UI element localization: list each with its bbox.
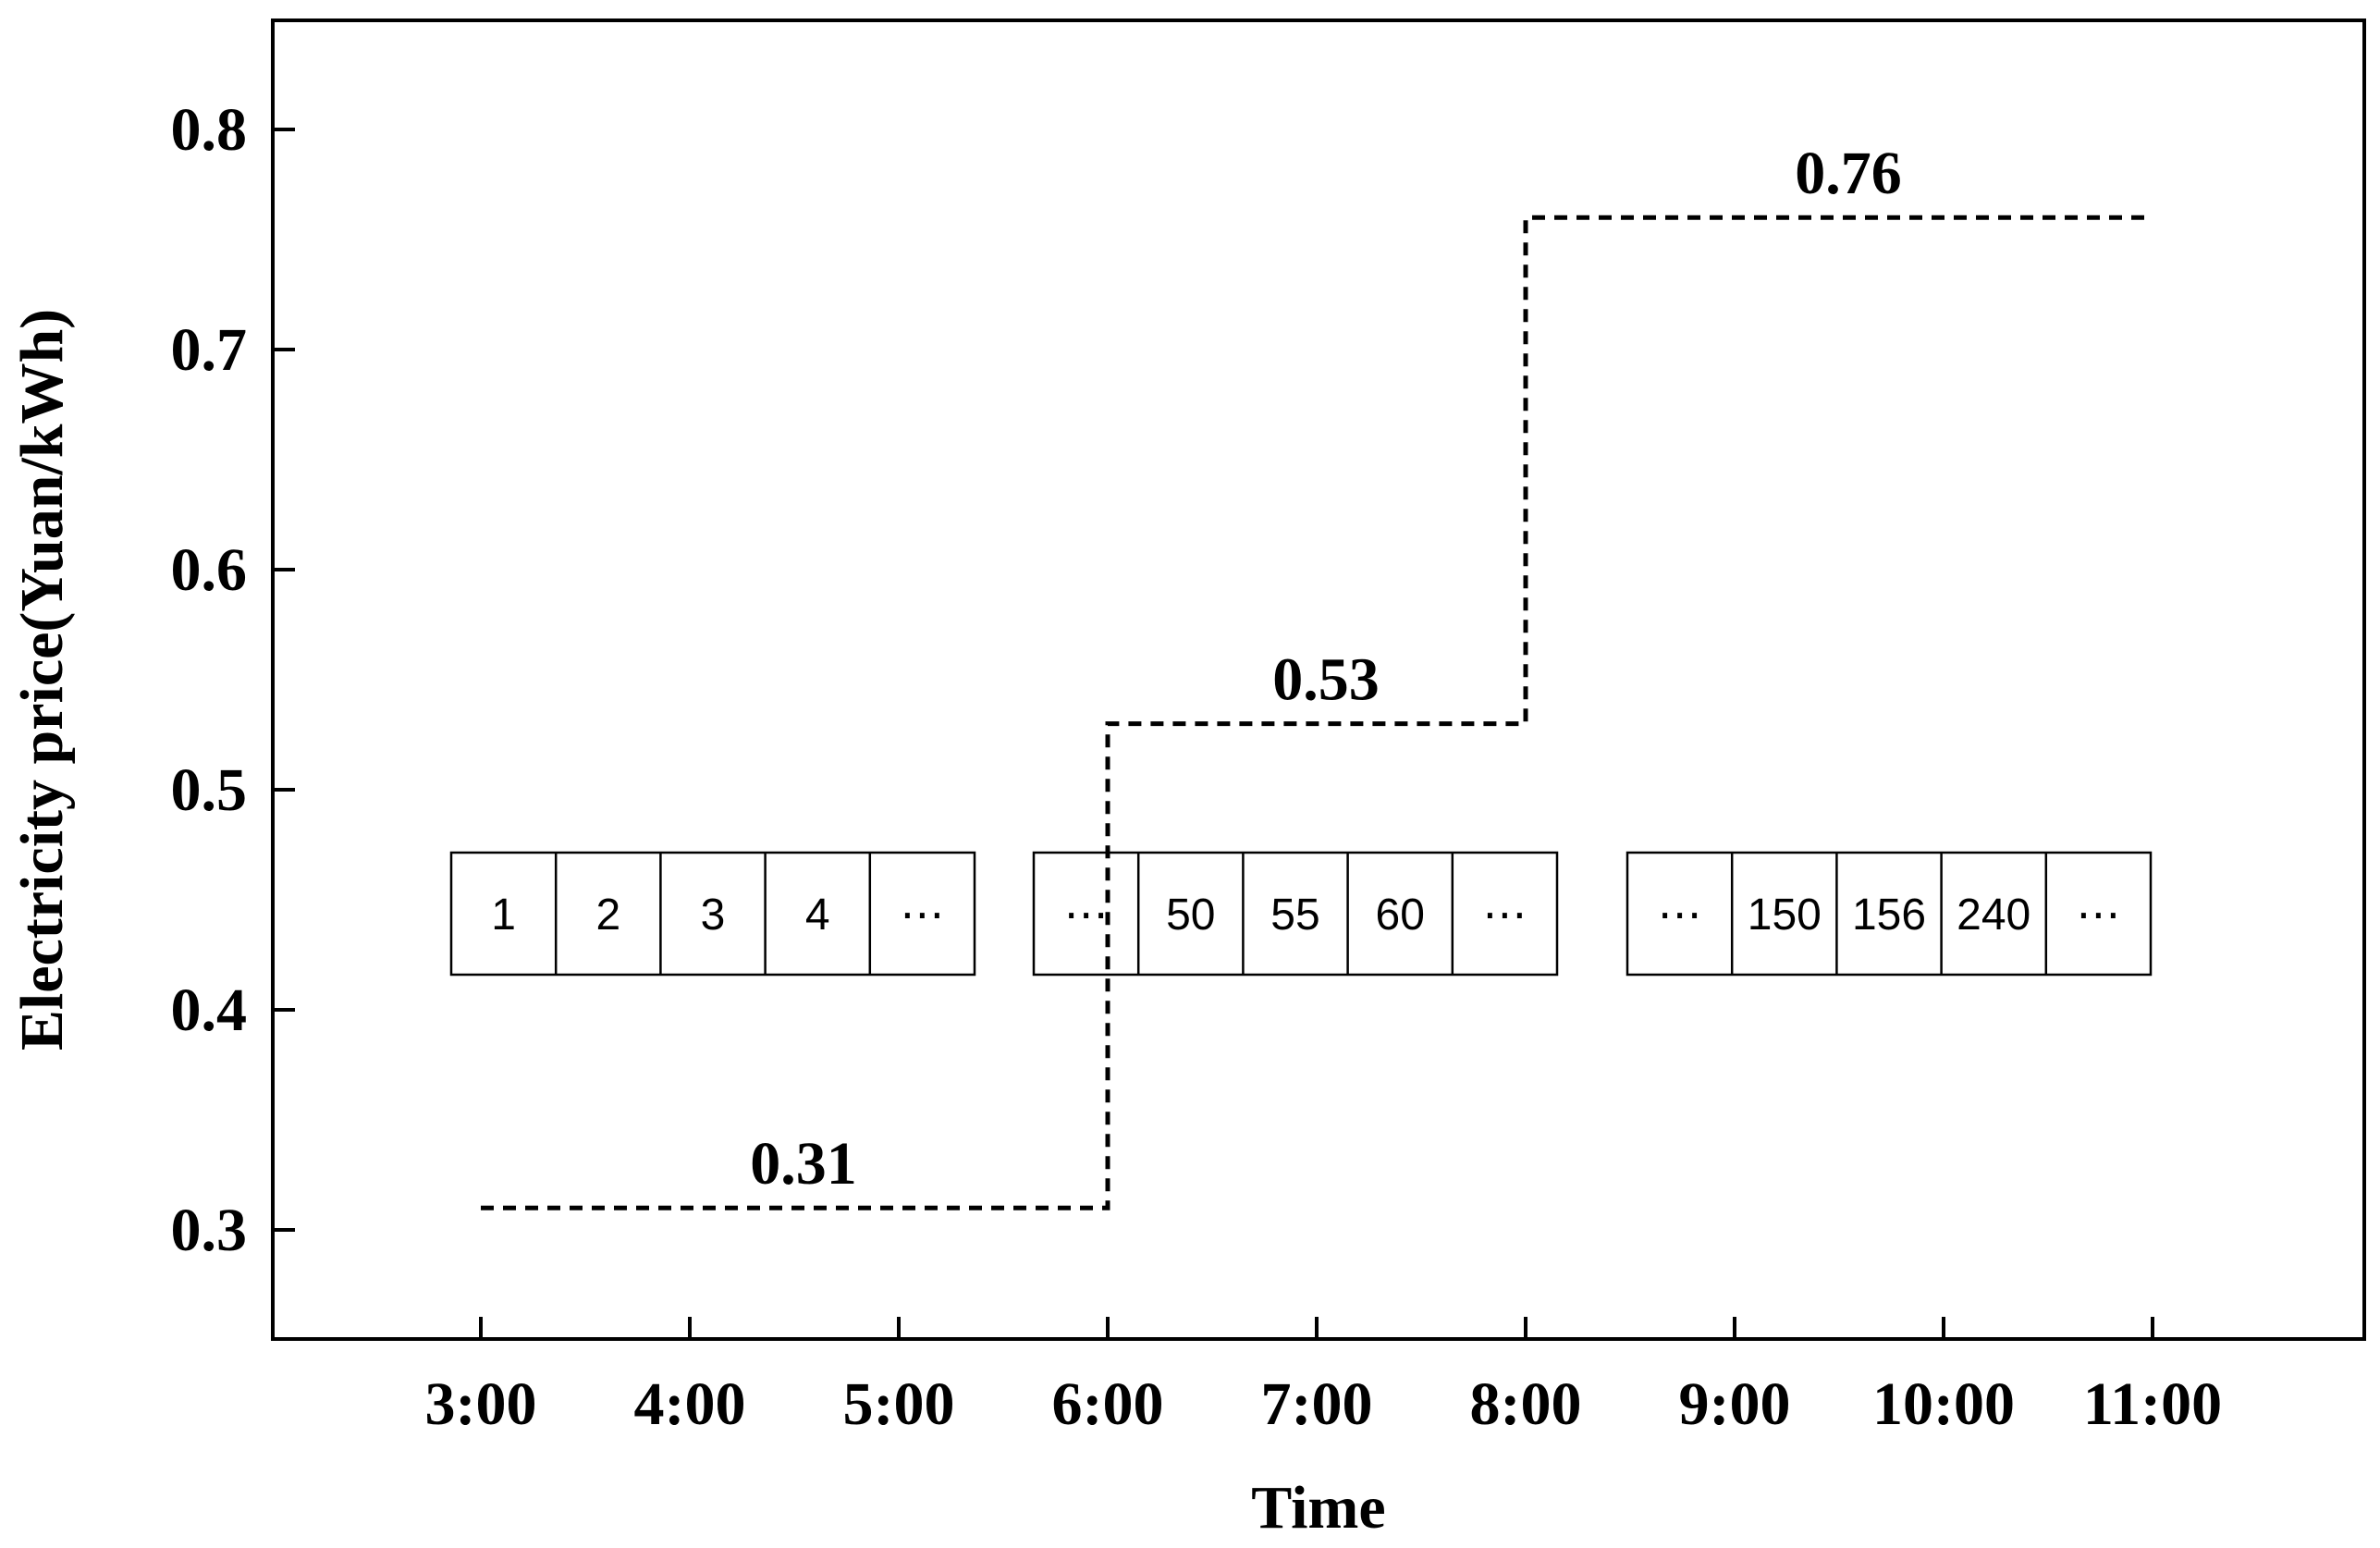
y-tick-label: 0.6 (171, 536, 248, 604)
y-tick-label: 0.5 (171, 756, 248, 824)
sequence-boxes-layer: 1 2 3 4 ⋯ ⋯ 50 55 60 ⋯ ⋯ 150 156 240 ⋯ (449, 851, 2153, 977)
sequence-cell-label: 3 (701, 891, 726, 940)
x-tick-label: 6:00 (1052, 1370, 1164, 1438)
sequence-cell-label: 1 (491, 891, 516, 940)
series-layer (481, 215, 2153, 1210)
sequence-cell-label: 156 (1852, 891, 1926, 940)
x-tick-label: 4:00 (634, 1370, 746, 1438)
x-tick-label: 10:00 (1872, 1370, 2015, 1438)
x-tick-label: 7:00 (1261, 1370, 1373, 1438)
sequence-cell-label: ⋯ (1658, 891, 1702, 940)
sequence-box-outline (1626, 851, 2153, 977)
axes-layer: 3:00 4:00 5:00 6:00 7:00 8:00 9:00 10:00 11:00 0.… (8, 18, 2366, 1542)
sequence-cell-label: 2 (595, 891, 620, 940)
sequence-cell-label: 55 (1270, 891, 1319, 940)
sequence-box-outline (1032, 851, 1559, 977)
labels-layer: 0.31 0.53 0.76 (750, 140, 1902, 1198)
x-tick-label: 11:00 (2083, 1370, 2222, 1438)
step-value-label: 0.53 (1272, 646, 1380, 714)
step-value-label: 0.76 (1795, 140, 1902, 207)
sequence-cell-label: ⋯ (2076, 891, 2120, 940)
y-axis-title: Electricity price(Yuan/kWh) (8, 309, 76, 1050)
sequence-box-group: ⋯ 50 55 60 ⋯ (1032, 851, 1559, 977)
y-tick-label: 0.4 (171, 977, 248, 1044)
y-tick-label: 0.7 (171, 316, 248, 384)
y-tick-label: 0.3 (171, 1197, 248, 1264)
sequence-cell-label: 240 (1957, 891, 2030, 940)
x-tick-label: 5:00 (843, 1370, 955, 1438)
x-tick-label: 3:00 (425, 1370, 537, 1438)
sequence-cell-label: 60 (1376, 891, 1425, 940)
y-tick-label: 0.8 (171, 96, 248, 164)
sequence-box-group: ⋯ 150 156 240 ⋯ (1626, 851, 2153, 977)
sequence-cell-label: ⋯ (900, 891, 944, 940)
sequence-cell-label: 150 (1748, 891, 1822, 940)
sequence-cell-label: 50 (1166, 891, 1215, 940)
sequence-cell-label: ⋯ (1482, 891, 1527, 940)
x-axis-title: Time (1251, 1474, 1385, 1542)
step-value-label: 0.31 (750, 1130, 857, 1198)
price-step-line (481, 215, 2153, 1210)
sequence-box-group: 1 2 3 4 ⋯ (449, 851, 976, 977)
sequence-box-outline (449, 851, 976, 977)
x-tick-label: 9:00 (1679, 1370, 1791, 1438)
sequence-cell-label: 4 (805, 891, 830, 940)
sequence-cell-label: ⋯ (1064, 891, 1109, 940)
x-tick-label: 8:00 (1470, 1370, 1582, 1438)
